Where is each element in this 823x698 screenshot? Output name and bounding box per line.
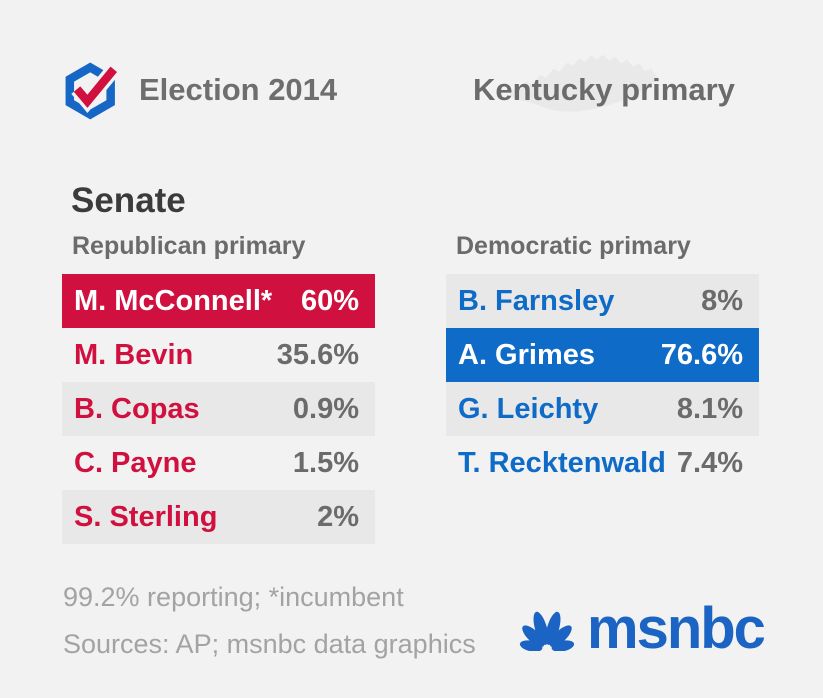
kentucky-state-silhouette — [510, 54, 659, 112]
reporting-note: 99.2% reporting; *incumbent — [63, 582, 404, 612]
candidate-name: M. Bevin — [74, 338, 194, 371]
result-row: T. Recktenwald 7.4% — [446, 436, 759, 490]
msnbc-logo: msnbc — [516, 596, 766, 661]
candidate-name: M. McConnell* — [74, 284, 273, 317]
msnbc-wordmark: msnbc — [587, 596, 766, 661]
democratic-rows: B. Farnsley 8% A. Grimes 76.6% G. Leichty 8.1… — [446, 274, 759, 490]
candidate-percentage: 0.9% — [292, 392, 359, 425]
candidate-percentage: 60% — [300, 284, 359, 317]
candidate-percentage: 2% — [317, 500, 359, 533]
candidate-name: A. Grimes — [458, 338, 595, 371]
brand-label: Election 2014 — [139, 72, 338, 107]
candidate-name: B. Copas — [74, 392, 200, 425]
candidate-percentage: 76.6% — [660, 338, 743, 371]
candidate-percentage: 1.5% — [292, 446, 359, 479]
candidate-name: C. Payne — [74, 446, 197, 479]
candidate-percentage: 8% — [701, 284, 743, 317]
democratic-column-header: Democratic primary — [456, 232, 691, 260]
result-row: C. Payne 1.5% — [62, 436, 375, 490]
democratic-results: Democratic primary B. Farnsley 8% A. Grime… — [446, 231, 759, 490]
result-row: B. Farnsley 8% — [446, 274, 759, 328]
candidate-percentage: 8.1% — [676, 392, 743, 425]
peacock-icon — [519, 611, 575, 651]
candidate-name: T. Recktenwald — [458, 446, 666, 479]
candidate-name: S. Sterling — [74, 500, 218, 533]
result-row-winner: M. McConnell* 60% — [62, 274, 375, 328]
result-row: G. Leichty 8.1% — [446, 382, 759, 436]
election-check-icon — [65, 62, 120, 120]
result-row: M. Bevin 35.6% — [62, 328, 375, 382]
result-row: S. Sterling 2% — [62, 490, 375, 544]
republican-rows: M. McConnell* 60% M. Bevin 35.6% B. Copas 0.9… — [62, 274, 375, 544]
candidate-percentage: 7.4% — [676, 446, 743, 479]
candidate-name: B. Farnsley — [458, 284, 615, 317]
result-row-winner: A. Grimes 76.6% — [446, 328, 759, 382]
footnotes: 99.2% reporting; *incumbent Sources: AP;… — [63, 574, 476, 668]
candidate-name: G. Leichty — [458, 392, 599, 425]
republican-column-header: Republican primary — [72, 232, 306, 260]
section-title: Senate — [71, 181, 186, 220]
result-row: B. Copas 0.9% — [62, 382, 375, 436]
candidate-percentage: 35.6% — [276, 338, 359, 371]
republican-results: Republican primary M. McConnell* 60% M. Be… — [62, 231, 375, 544]
brand: Election 2014 — [62, 58, 337, 122]
sources-note: Sources: AP; msnbc data graphics — [63, 629, 476, 659]
page-title: Kentucky primary — [473, 72, 735, 107]
